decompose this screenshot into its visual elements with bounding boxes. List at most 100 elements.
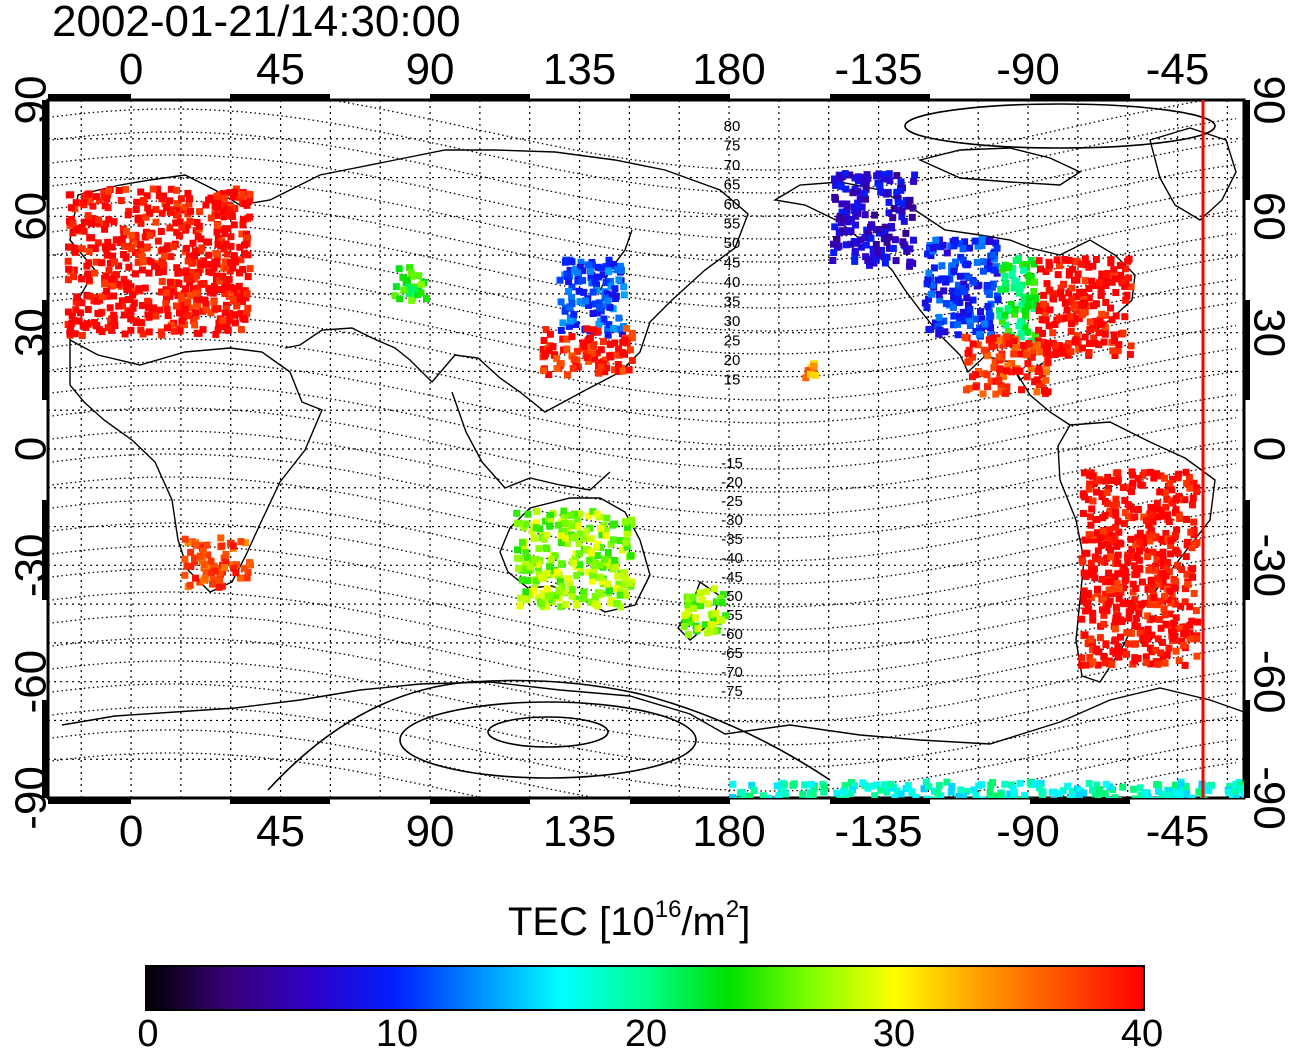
- tec-point: [966, 244, 973, 252]
- tec-point: [1072, 336, 1080, 344]
- tec-point: [1088, 505, 1096, 513]
- tec-point: [1150, 594, 1158, 601]
- tec-point: [596, 304, 604, 312]
- tec-point: [585, 301, 592, 309]
- tec-point: [1150, 474, 1158, 482]
- tec-point: [969, 373, 976, 381]
- tec-point: [141, 284, 149, 292]
- tec-point: [111, 322, 119, 329]
- tec-point: [606, 352, 614, 360]
- tec-point: [543, 570, 551, 578]
- tec-point: [1137, 481, 1145, 489]
- tec-point: [1080, 789, 1088, 797]
- tec-point: [1144, 612, 1152, 620]
- tec-point: [963, 261, 971, 269]
- tec-point: [1111, 618, 1119, 626]
- tec-point: [1059, 787, 1067, 795]
- tec-point: [75, 317, 83, 325]
- tec-point: [559, 319, 567, 327]
- tec-point: [158, 209, 166, 217]
- tec-point: [1149, 582, 1157, 590]
- tec-point: [923, 304, 931, 312]
- tec-point: [1085, 780, 1093, 787]
- tec-point: [936, 326, 944, 334]
- tec-point: [573, 516, 581, 524]
- tec-point: [851, 174, 859, 182]
- tec-point: [1098, 270, 1106, 278]
- tec-point: [1098, 606, 1106, 614]
- tec-point: [1080, 469, 1088, 477]
- tec-point: [191, 252, 199, 259]
- tec-point: [1142, 790, 1150, 798]
- tec-point: [1114, 517, 1122, 525]
- tec-point: [121, 242, 128, 250]
- tec-point: [1193, 539, 1201, 547]
- tec-point: [120, 311, 128, 319]
- tec-point: [864, 784, 872, 792]
- tec-point: [1070, 796, 1078, 798]
- tec-point: [765, 795, 773, 798]
- tec-point: [1090, 334, 1098, 342]
- tec-point: [603, 514, 611, 522]
- tec-point: [524, 510, 532, 518]
- tec-point: [1177, 602, 1185, 610]
- tec-point: [1057, 288, 1065, 296]
- tec-point: [1202, 785, 1210, 793]
- tec-point: [71, 330, 79, 338]
- tec-point: [104, 324, 112, 332]
- tec-point: [1172, 614, 1180, 622]
- tec-point: [1085, 496, 1092, 504]
- tec-point: [102, 193, 110, 201]
- tec-point: [392, 283, 400, 291]
- tec-point: [207, 309, 215, 317]
- tec-point: [1021, 792, 1029, 798]
- tec-point: [1093, 488, 1100, 496]
- left-lat-label: 60: [7, 192, 56, 241]
- tec-point: [1154, 635, 1162, 643]
- tec-point: [212, 249, 220, 257]
- tec-point: [205, 251, 213, 259]
- tec-point: [576, 263, 584, 271]
- tec-point: [186, 195, 193, 203]
- tec-point: [1127, 342, 1135, 350]
- tec-point: [173, 186, 181, 194]
- tec-point: [598, 578, 606, 586]
- tec-point: [600, 302, 608, 310]
- tec-point: [215, 319, 223, 327]
- tec-point: [561, 258, 569, 266]
- tec-point: [157, 288, 165, 296]
- tec-point: [66, 329, 74, 337]
- tec-point: [131, 270, 139, 278]
- tec-point: [1063, 344, 1071, 352]
- tec-point: [1130, 562, 1138, 570]
- tec-point: [1099, 527, 1107, 535]
- tec-point: [540, 366, 547, 374]
- tec-point: [990, 364, 998, 372]
- tec-point: [1089, 536, 1097, 544]
- tec-point: [604, 553, 612, 561]
- tec-point: [1225, 788, 1233, 796]
- tec-point: [234, 295, 242, 303]
- tec-point: [984, 265, 991, 273]
- tec-point: [174, 269, 182, 277]
- tec-point: [934, 323, 942, 330]
- tec-point: [199, 326, 207, 334]
- tec-point: [734, 797, 742, 798]
- tec-point: [579, 276, 587, 284]
- tec-point: [1001, 311, 1009, 319]
- tec-point: [1094, 590, 1102, 598]
- tec-point: [862, 195, 869, 203]
- tec-point: [1089, 472, 1096, 480]
- tec-point: [1087, 636, 1095, 644]
- tec-point: [1048, 788, 1056, 796]
- tec-point: [1089, 609, 1097, 617]
- tec-point: [956, 316, 964, 324]
- tec-point: [690, 605, 698, 612]
- tec-point: [1053, 256, 1061, 264]
- tec-point: [391, 292, 399, 300]
- tec-point: [1078, 654, 1086, 662]
- tec-point: [840, 228, 848, 236]
- tec-point: [239, 298, 246, 305]
- tec-point: [707, 611, 715, 619]
- colorbar-title-exp1: 16: [654, 896, 682, 923]
